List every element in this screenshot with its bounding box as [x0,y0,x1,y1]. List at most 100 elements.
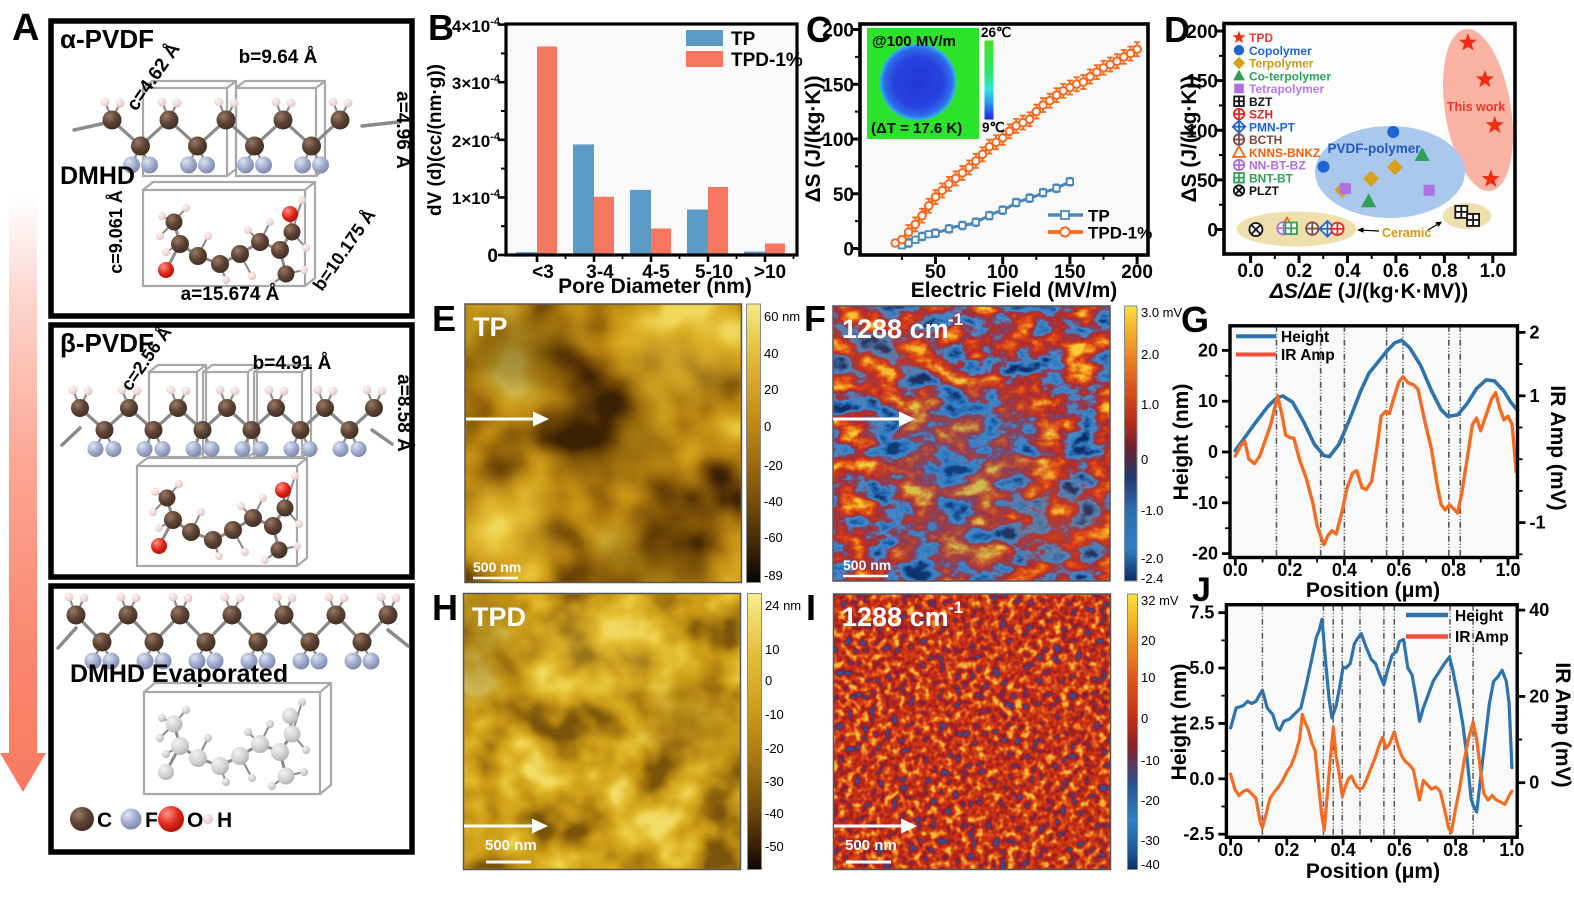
svg-text:a=4.96 Å: a=4.96 Å [392,91,413,169]
svg-text:-1: -1 [948,598,963,617]
svg-text:This work: This work [1447,100,1505,114]
svg-text:-30: -30 [765,774,784,789]
svg-text:0.8: 0.8 [1443,840,1468,860]
svg-text:1×10-4: 1×10-4 [452,188,501,208]
svg-text:J: J [1192,571,1211,609]
svg-text:-40: -40 [764,494,783,509]
svg-text:Co-terpolymer: Co-terpolymer [1249,69,1331,83]
svg-text:1.0: 1.0 [1499,840,1524,860]
svg-text:24 nm: 24 nm [765,598,801,613]
svg-text:0.8: 0.8 [1441,560,1466,580]
svg-text:200: 200 [1121,262,1153,283]
svg-text:150: 150 [1186,72,1218,93]
svg-text:Tetrapolymer: Tetrapolymer [1249,82,1324,96]
svg-text:TPD-1%: TPD-1% [731,50,803,71]
svg-text:1.0: 1.0 [1141,397,1159,412]
svg-text:20: 20 [1198,340,1218,360]
svg-text:50: 50 [1197,171,1218,192]
svg-text:BNT-BT: BNT-BT [1249,171,1294,185]
svg-text:A: A [12,7,39,49]
svg-text:dV (d)(cc/(nm·g)): dV (d)(cc/(nm·g)) [425,64,446,216]
svg-text:40: 40 [1529,600,1549,620]
svg-text:E: E [432,298,456,339]
svg-text:100: 100 [822,130,854,151]
svg-text:TP: TP [731,29,756,50]
svg-text:0.4: 0.4 [1332,560,1357,580]
svg-text:>10: >10 [754,262,786,283]
svg-text:-20: -20 [1141,793,1160,808]
svg-text:26℃: 26℃ [981,25,1012,40]
svg-text:0.8: 0.8 [1431,261,1457,282]
svg-text:1.0: 1.0 [1480,261,1506,282]
svg-text:NN-BT-BZ: NN-BT-BZ [1249,159,1306,173]
svg-text:c=9.061 Å: c=9.061 Å [106,190,126,274]
svg-text:Electric Field (MV/m): Electric Field (MV/m) [911,279,1118,302]
svg-text:F: F [145,809,158,832]
svg-text:Height (nm): Height (nm) [1170,384,1193,501]
svg-text:-20: -20 [1192,544,1218,564]
svg-text:-40: -40 [1141,857,1160,872]
svg-text:a=8.58 Å: a=8.58 Å [393,374,414,452]
svg-text:-10: -10 [1141,753,1160,768]
svg-text:0.6: 0.6 [1387,840,1412,860]
svg-text:C: C [97,809,112,832]
svg-text:-89: -89 [764,568,783,583]
svg-text:0.0: 0.0 [1218,840,1243,860]
svg-text:20: 20 [1141,633,1155,648]
svg-text:100: 100 [1186,121,1218,142]
svg-text:0.2: 0.2 [1274,840,1299,860]
svg-text:2.0: 2.0 [1141,347,1159,362]
svg-text:TPD: TPD [1249,31,1273,45]
svg-text:KNNS-BNKZ: KNNS-BNKZ [1249,146,1320,160]
svg-text:PMN-PT: PMN-PT [1249,120,1296,134]
svg-text:0: 0 [1141,711,1148,726]
svg-text:F: F [804,298,826,339]
svg-text:40: 40 [764,346,778,361]
svg-text:D: D [1164,9,1190,50]
svg-text:TP: TP [1088,207,1110,226]
svg-text:C: C [806,9,832,50]
svg-text:20: 20 [764,382,778,397]
svg-text:α-PVDF: α-PVDF [60,24,154,54]
svg-text:0.2: 0.2 [1277,560,1302,580]
svg-text:-60: -60 [764,530,783,545]
svg-text:0: 0 [487,246,498,267]
svg-text:4×10-4: 4×10-4 [452,16,501,36]
svg-text:20: 20 [1529,686,1549,706]
svg-text:200: 200 [822,21,854,42]
svg-text:50: 50 [925,262,946,283]
svg-text:SZH: SZH [1249,108,1273,122]
svg-text:IR Amp (mV): IR Amp (mV) [1546,385,1569,510]
svg-text:-50: -50 [765,839,784,854]
svg-text:5.0: 5.0 [1189,658,1214,678]
svg-text:B: B [428,7,454,48]
svg-text:Ceramic: Ceramic [1382,226,1431,240]
svg-text:<3: <3 [532,262,554,283]
svg-text:H: H [432,587,458,628]
svg-text:0: 0 [1141,452,1148,467]
svg-text:5-10: 5-10 [695,262,733,283]
svg-text:1288 cm: 1288 cm [842,602,949,632]
svg-text:1288 cm: 1288 cm [842,314,949,344]
svg-text:TPD-1%: TPD-1% [1088,224,1152,243]
svg-text:-40: -40 [765,806,784,821]
svg-text:0: 0 [843,240,854,261]
svg-text:7.5: 7.5 [1189,603,1214,623]
svg-text:ΔS (J/(kg·K)): ΔS (J/(kg·K)) [802,75,825,202]
svg-text:50: 50 [833,185,854,206]
svg-text:0.4: 0.4 [1334,261,1361,282]
svg-text:3-4: 3-4 [586,262,614,283]
svg-text:500 nm: 500 nm [845,837,897,854]
svg-text:-1.0: -1.0 [1141,503,1163,518]
svg-text:0.0: 0.0 [1189,769,1214,789]
svg-text:1.0: 1.0 [1495,560,1520,580]
svg-text:500 nm: 500 nm [473,559,521,575]
svg-text:60 nm: 60 nm [764,309,800,324]
svg-text:100: 100 [987,262,1019,283]
svg-text:ΔS/ΔE (J/(kg·K·MV)): ΔS/ΔE (J/(kg·K·MV)) [1269,280,1469,303]
svg-text:150: 150 [822,75,854,96]
svg-text:IR Amp: IR Amp [1281,347,1335,364]
svg-text:-10: -10 [765,707,784,722]
svg-text:0.6: 0.6 [1386,560,1411,580]
svg-text:9℃: 9℃ [982,120,1006,135]
